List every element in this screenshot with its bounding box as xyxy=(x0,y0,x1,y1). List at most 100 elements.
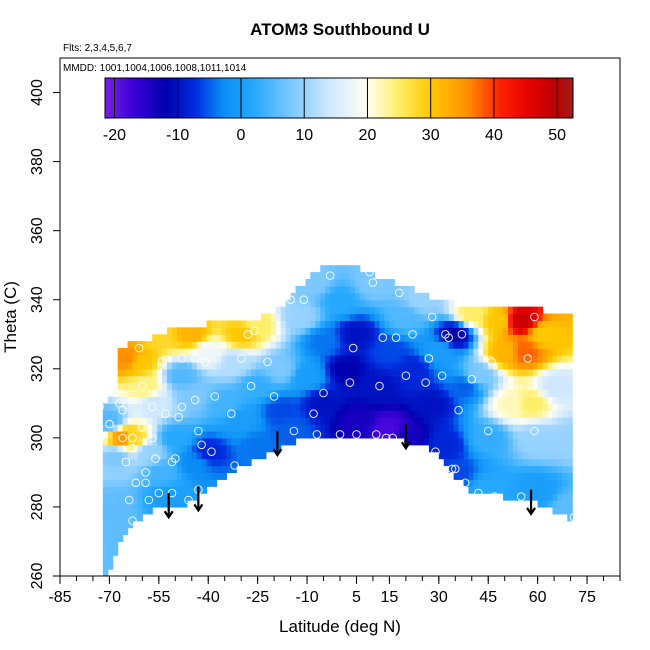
heatmap-cell xyxy=(330,265,336,273)
heatmap-cell xyxy=(473,382,479,391)
heatmap-cell xyxy=(419,430,425,439)
heatmap-cell xyxy=(320,430,326,439)
heatmap-cell xyxy=(300,320,307,328)
heatmap-cell xyxy=(527,417,534,425)
heatmap-cell xyxy=(241,320,247,328)
heatmap-cell xyxy=(117,534,124,543)
heatmap-cell xyxy=(226,341,232,349)
heatmap-cell xyxy=(394,396,400,404)
heatmap-cell xyxy=(404,382,410,391)
heatmap-cell xyxy=(181,479,188,487)
heatmap-cell xyxy=(236,334,242,342)
observation-point xyxy=(467,374,477,384)
heatmap-cell xyxy=(493,430,499,439)
heatmap-cell xyxy=(236,417,242,425)
heatmap-cell xyxy=(458,375,465,384)
heatmap-cell xyxy=(483,403,489,411)
heatmap-cell xyxy=(419,424,425,432)
heatmap-cell xyxy=(310,279,316,287)
heatmap-cell xyxy=(181,382,188,391)
heatmap-cell xyxy=(256,361,262,370)
heatmap-cell xyxy=(241,327,247,335)
heatmap-cell xyxy=(428,368,435,377)
observation-point xyxy=(345,378,355,387)
observation-point xyxy=(460,478,470,488)
heatmap-cell xyxy=(102,403,109,411)
heatmap-cell xyxy=(251,348,257,356)
heatmap-cell xyxy=(172,341,178,349)
heatmap-cell xyxy=(226,444,232,453)
heatmap-cell xyxy=(201,479,208,487)
heatmap-cell xyxy=(157,430,163,439)
heatmap-cell xyxy=(127,417,134,425)
heatmap-cell xyxy=(265,313,272,322)
heatmap-cell xyxy=(557,341,563,349)
heatmap-cell xyxy=(547,479,554,487)
heatmap-cell xyxy=(567,479,573,487)
observation-point xyxy=(128,443,137,453)
heatmap-cell xyxy=(389,306,395,315)
heatmap-cell xyxy=(167,375,173,384)
heatmap-cell xyxy=(478,479,484,487)
heatmap-cell xyxy=(532,458,539,467)
heatmap-cell xyxy=(315,368,321,377)
heatmap-cell xyxy=(330,327,336,335)
heatmap-cell xyxy=(172,437,178,446)
heatmap-cell xyxy=(335,389,341,398)
heatmap-cell xyxy=(117,527,124,536)
heatmap-cell xyxy=(157,437,163,446)
heatmap-cell xyxy=(552,424,559,432)
heatmap-cell xyxy=(295,368,302,377)
heatmap-cell xyxy=(330,299,336,308)
observation-point xyxy=(302,264,312,274)
heatmap-cell xyxy=(493,382,499,391)
heatmap-cell xyxy=(567,396,573,404)
heatmap-cell xyxy=(562,389,568,398)
heatmap-cell xyxy=(315,299,321,308)
heatmap-cell xyxy=(552,451,559,460)
heatmap-cell xyxy=(567,424,573,432)
heatmap-cell xyxy=(241,389,247,398)
heatmap-cell xyxy=(236,451,242,460)
heatmap-cell xyxy=(364,272,371,280)
heatmap-cell xyxy=(542,458,549,467)
heatmap-cell xyxy=(537,493,544,501)
heatmap-cell xyxy=(394,368,400,377)
heatmap-cell xyxy=(270,341,277,349)
heatmap-cell xyxy=(512,430,519,439)
heatmap-cell xyxy=(542,472,549,480)
heatmap-cell xyxy=(330,313,336,322)
heatmap-cell xyxy=(191,424,198,432)
heatmap-cell xyxy=(532,417,539,425)
heatmap-cell xyxy=(537,403,544,411)
heatmap-cell xyxy=(300,306,307,315)
heatmap-cell xyxy=(142,361,148,370)
heatmap-cell xyxy=(389,320,395,328)
heatmap-cell xyxy=(211,375,218,384)
heatmap-cell xyxy=(453,306,460,315)
heatmap-cell xyxy=(443,375,450,384)
heatmap-cell xyxy=(453,389,460,398)
heatmap-cell xyxy=(162,437,168,446)
heatmap-cell xyxy=(211,320,218,328)
heatmap-cell xyxy=(201,486,208,494)
observation-point xyxy=(177,402,187,412)
heatmap-cell xyxy=(414,341,420,349)
heatmap-cell xyxy=(241,354,247,363)
heatmap-cell xyxy=(315,410,321,418)
heatmap-cell xyxy=(473,458,479,467)
observation-point xyxy=(250,326,259,336)
heatmap-cell xyxy=(399,410,405,418)
heatmap-cell xyxy=(330,306,336,315)
heatmap-cell xyxy=(463,361,470,370)
heatmap-cell xyxy=(419,410,425,418)
heatmap-cell xyxy=(468,396,475,404)
heatmap-cell xyxy=(256,354,262,363)
heatmap-cell xyxy=(384,334,391,342)
heatmap-cell xyxy=(547,437,554,446)
heatmap-cell xyxy=(315,403,321,411)
heatmap-cell xyxy=(340,327,346,335)
heatmap-cell xyxy=(127,361,134,370)
heatmap-cell xyxy=(433,437,440,446)
heatmap-cell xyxy=(142,396,148,404)
